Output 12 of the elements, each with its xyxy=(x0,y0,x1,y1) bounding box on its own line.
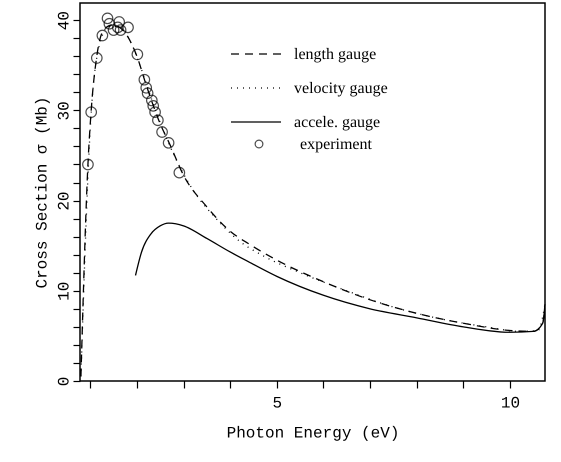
x-axis-title: Photon Energy (eV) xyxy=(226,424,400,442)
y-tick-label: 0 xyxy=(56,376,74,386)
y-tick-label: 40 xyxy=(56,11,74,30)
y-tick-label: 30 xyxy=(56,101,74,120)
legend-label: velocity gauge xyxy=(294,80,388,97)
legend-label: accele. gauge xyxy=(294,114,380,131)
x-tick-label: 5 xyxy=(272,394,282,412)
y-tick-label: 20 xyxy=(56,191,74,211)
legend-label: length gauge xyxy=(294,46,376,63)
legend-label: experiment xyxy=(300,136,373,153)
y-axis-title: Cross Section σ (Mb) xyxy=(34,96,52,289)
y-tick-label: 10 xyxy=(56,282,74,301)
